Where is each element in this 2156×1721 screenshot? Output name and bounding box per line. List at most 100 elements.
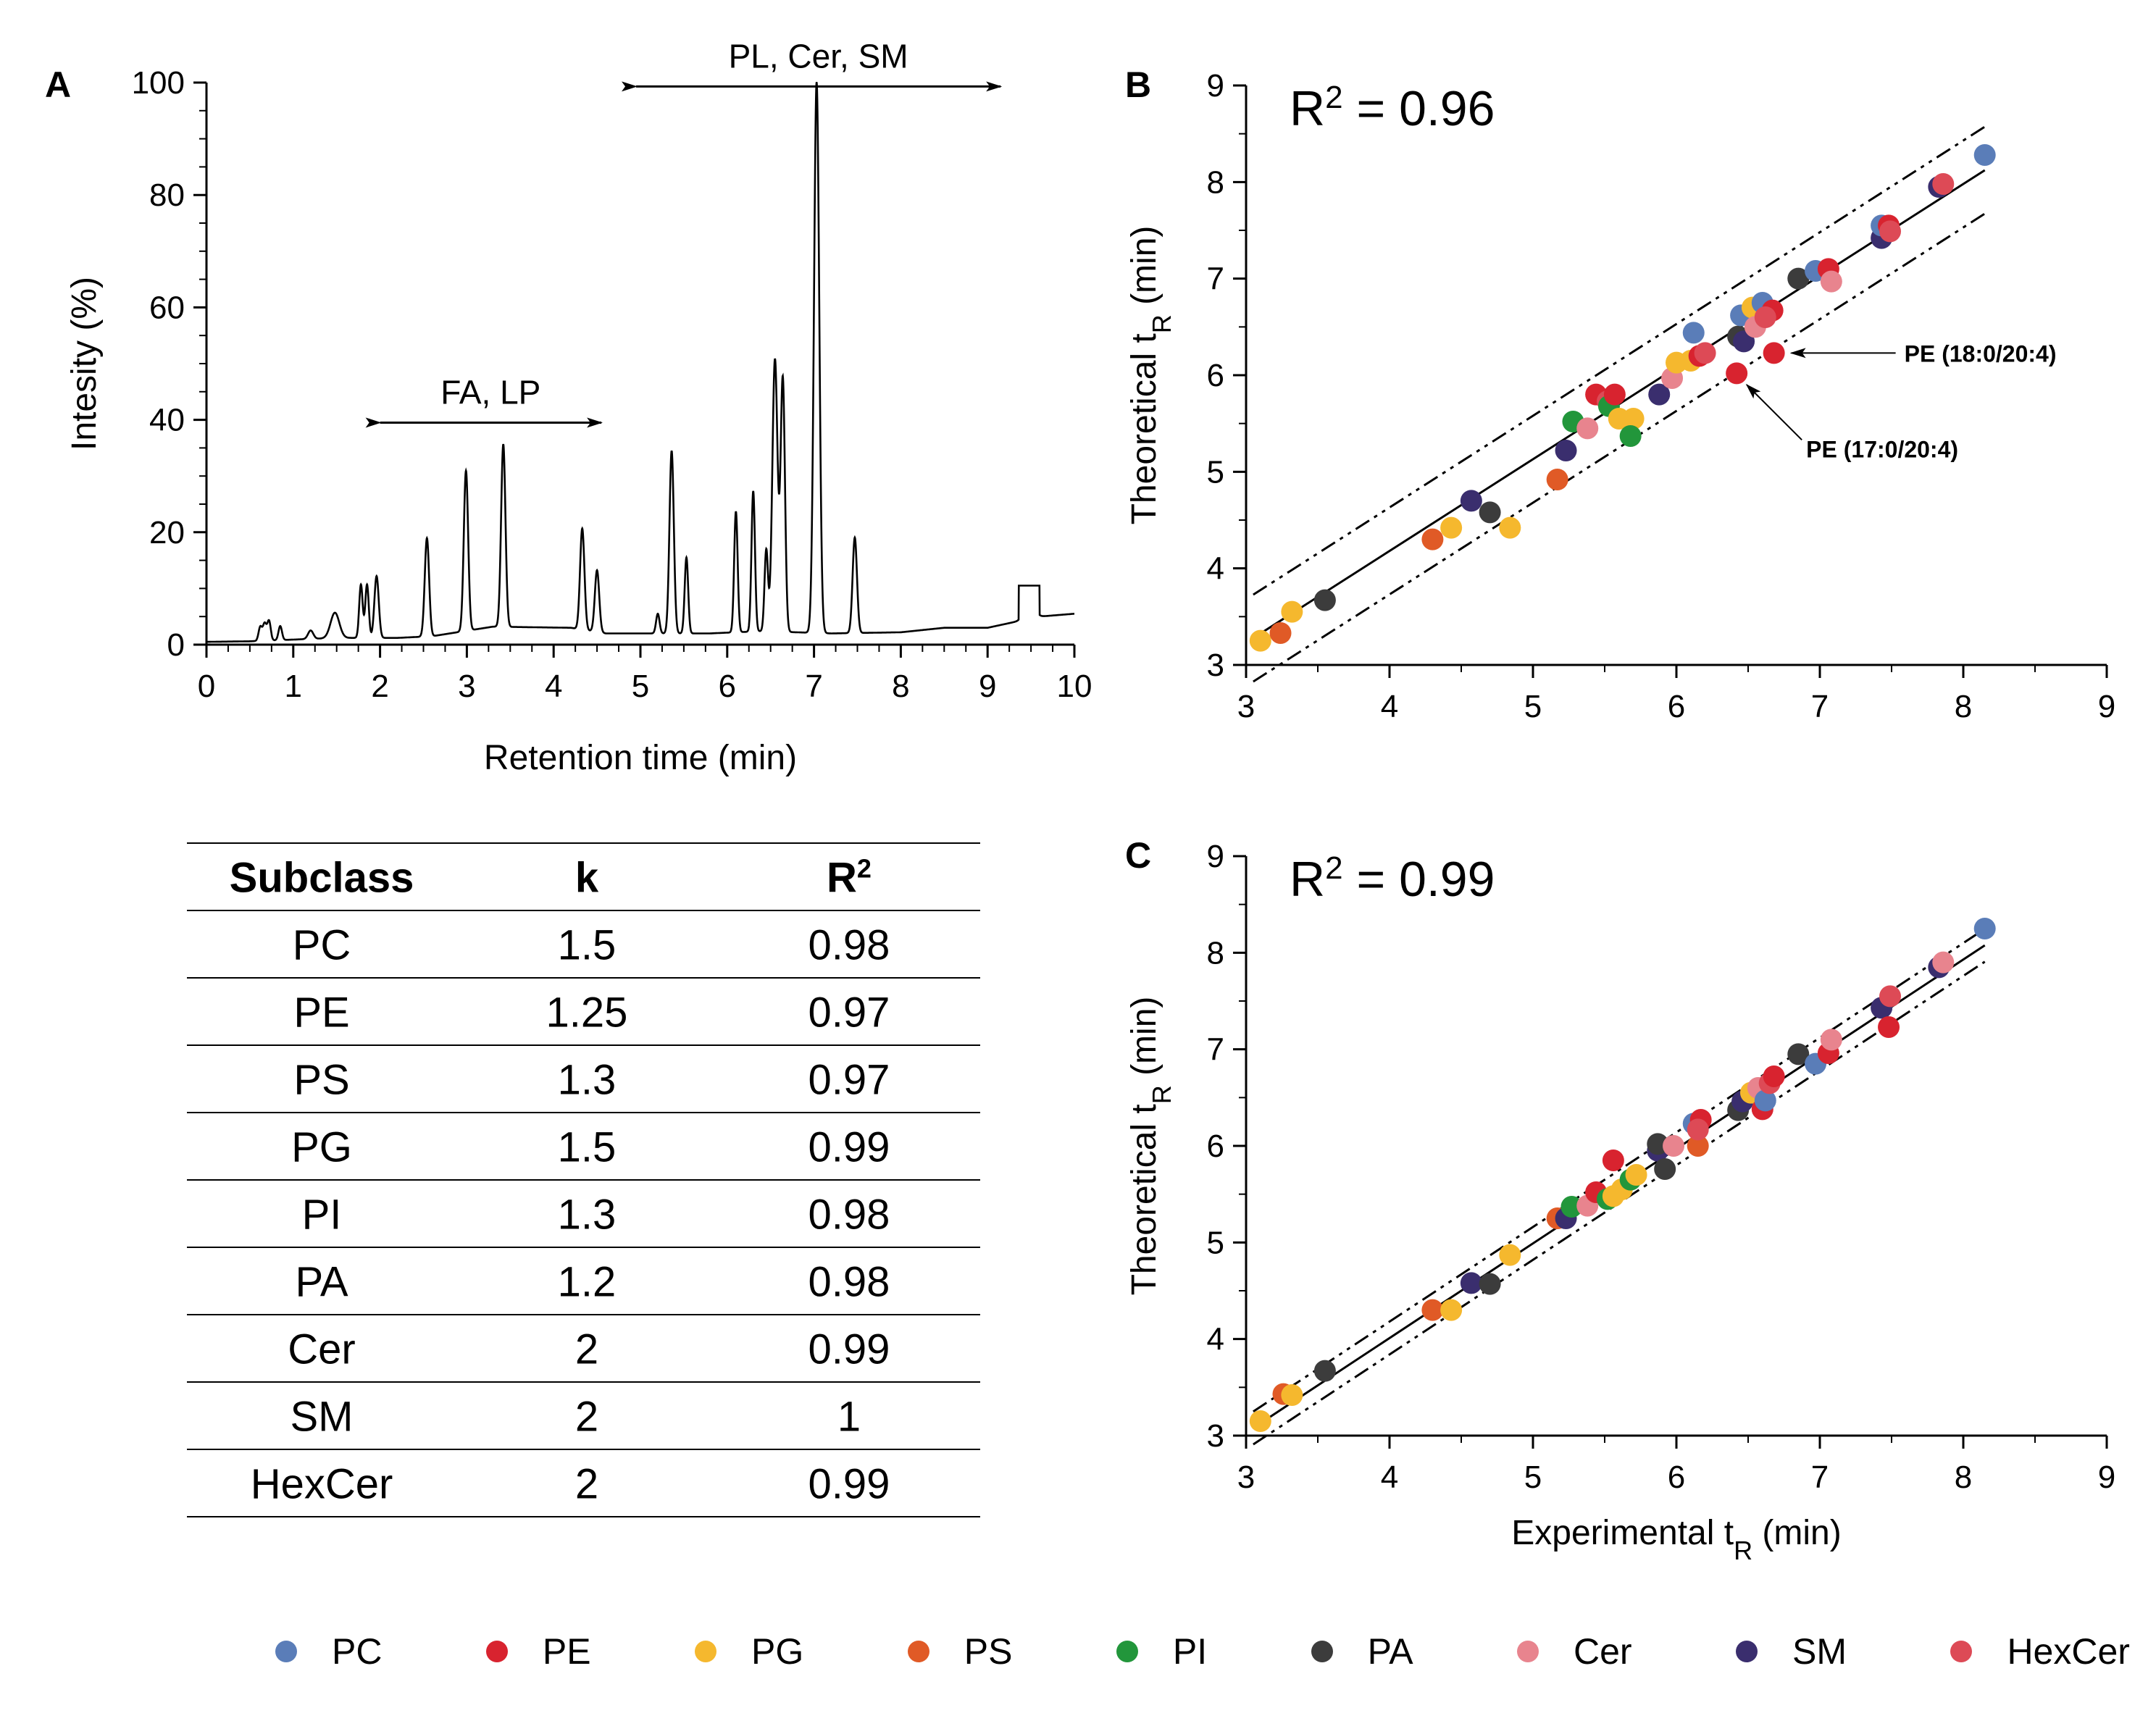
y-tick-label: 80 — [149, 177, 185, 213]
scatter-panel-c: 3 4 5 6 7 8 9 3 4 5 6 7 8 9 Theoretical tR (min) Experi… — [1125, 839, 2115, 1565]
panel-label-a: A — [45, 64, 71, 105]
table-cell: 1.3 — [558, 1192, 617, 1239]
y-tick-label: 40 — [149, 403, 185, 438]
table-cell: 1 — [837, 1394, 861, 1441]
x-tick-label: 4 — [545, 669, 562, 704]
table-cell: Cer — [288, 1326, 355, 1373]
table-cell: 0.99 — [808, 1124, 890, 1171]
x-axis-label: Experimental tR (min) — [1511, 1514, 1841, 1565]
table-cell: 0.98 — [808, 1259, 890, 1306]
table-cell: PC — [293, 922, 351, 969]
table-cell: 2 — [575, 1394, 598, 1441]
point-ps — [1269, 622, 1292, 644]
table-cell: PA — [295, 1259, 348, 1306]
table-cell: 1.3 — [558, 1057, 617, 1104]
legend-label: Cer — [1574, 1631, 1632, 1672]
point-pg — [1499, 516, 1521, 539]
point-pc — [1973, 144, 1996, 166]
point-pg — [1249, 629, 1271, 652]
legend-label: PE — [542, 1631, 591, 1672]
x-tick-label: 7 — [1811, 689, 1829, 724]
y-tick-label: 0 — [167, 627, 185, 663]
point-pi — [1560, 1196, 1583, 1218]
point-pe — [1602, 1150, 1624, 1171]
point-pa — [1787, 1043, 1810, 1065]
point-sm — [1648, 383, 1671, 406]
table-header: Subclass — [230, 855, 414, 902]
point-pg — [1281, 1384, 1303, 1406]
legend-item-pe: PE — [485, 1630, 591, 1672]
point-pe — [1603, 383, 1626, 406]
legend-label: PG — [751, 1631, 804, 1672]
point-pe — [1878, 1016, 1900, 1038]
legend-item-pg: PG — [695, 1630, 803, 1672]
x-tick-label: 3 — [458, 669, 475, 704]
y-tick-label: 4 — [1207, 1322, 1224, 1357]
point-pa — [1479, 1273, 1501, 1295]
upper-band-line — [1253, 125, 1986, 596]
table-cell: 2 — [575, 1326, 598, 1373]
table-cell: 1.25 — [546, 989, 628, 1037]
x-tick-label: 10 — [1057, 669, 1092, 704]
point-pg — [1622, 408, 1645, 430]
legend-item-pa: PA — [1311, 1630, 1413, 1672]
y-tick-label: 60 — [149, 290, 185, 325]
x-tick-label: 4 — [1381, 689, 1398, 724]
point-pc — [1754, 1089, 1776, 1112]
table-header: k — [575, 855, 599, 902]
point-sm — [1733, 330, 1755, 353]
y-tick-label: 9 — [1207, 839, 1224, 874]
point-pa — [1647, 1133, 1669, 1155]
x-tick-label: 5 — [1524, 689, 1542, 724]
y-tick-label: 4 — [1207, 551, 1224, 587]
parameter-table: Subclass k R2 PC 1.5 0.98 PE 1.25 0.97 PS 1.3 0.97 P… — [187, 842, 980, 1517]
table-cell: PS — [293, 1057, 349, 1104]
legend-label: SM — [1792, 1631, 1847, 1672]
r-squared-label: R2 = 0.96 — [1290, 80, 1495, 137]
table-cell: 2 — [575, 1461, 598, 1508]
x-tick-label: 0 — [198, 669, 215, 704]
y-tick-label: 20 — [149, 515, 185, 550]
x-tick-label: 8 — [1955, 1460, 1972, 1495]
panel-label-c: C — [1125, 835, 1151, 876]
point-pa — [1313, 1360, 1336, 1382]
r-squared-label: R2 = 0.99 — [1290, 850, 1495, 908]
range-label: FA, LP — [440, 373, 540, 411]
point-hexcer — [1879, 220, 1902, 243]
point-hexcer — [1687, 1118, 1709, 1141]
point-sm — [1460, 490, 1482, 512]
legend-item-hexcer: HexCer — [1950, 1630, 2130, 1672]
y-tick-label: 100 — [132, 65, 185, 101]
point-pa — [1479, 501, 1501, 524]
point-pe — [1726, 362, 1748, 385]
x-tick-label: 6 — [1668, 689, 1685, 724]
x-tick-label: 1 — [285, 669, 302, 704]
legend-marker — [1311, 1641, 1333, 1662]
y-axis-label: Theoretical tR (min) — [1125, 226, 1177, 525]
point-pa — [1787, 267, 1810, 290]
table-cell: 0.99 — [808, 1326, 890, 1373]
legend-marker — [275, 1641, 297, 1662]
scatter-panel-b: 3 4 5 6 7 8 9 3 4 5 6 7 8 9 Theoretical tR (min) R2 = 0… — [1125, 68, 2115, 724]
point-pe — [1763, 1065, 1785, 1087]
y-tick-label: 9 — [1207, 68, 1224, 104]
y-axis-label: Intesity (%) — [65, 277, 104, 451]
point-cer — [1820, 270, 1842, 293]
legend-label: HexCer — [2007, 1631, 2130, 1672]
y-tick-label: 8 — [1207, 935, 1224, 971]
x-tick-label: 5 — [632, 669, 649, 704]
x-tick-label: 6 — [719, 669, 736, 704]
table-cell: SM — [291, 1394, 354, 1441]
chromatogram-trace — [206, 82, 1075, 643]
x-tick-label: 8 — [1955, 689, 1972, 724]
legend-marker — [695, 1641, 717, 1662]
legend-item-pi: PI — [1116, 1630, 1207, 1672]
table-cell: PG — [291, 1124, 352, 1171]
table-cell: 1.2 — [558, 1259, 617, 1306]
legend-marker — [485, 1641, 508, 1662]
point-hexcer — [1694, 342, 1716, 364]
point-pg — [1440, 516, 1463, 539]
point-ps — [1687, 1135, 1709, 1157]
x-tick-label: 6 — [1668, 1460, 1685, 1495]
